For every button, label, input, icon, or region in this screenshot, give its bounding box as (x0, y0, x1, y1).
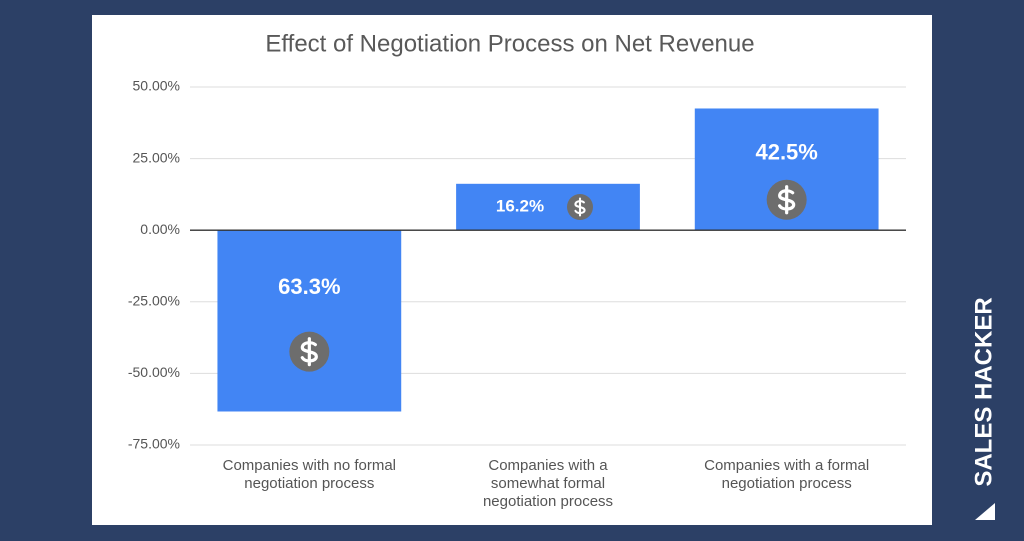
y-tick-label: -75.00% (128, 436, 180, 452)
y-tick-label: -50.00% (128, 364, 180, 380)
data-label: 16.2% (496, 196, 544, 215)
x-tick-label: Companies with no formal negotiation pro… (222, 457, 397, 492)
data-label: 42.5% (755, 139, 817, 164)
y-tick-label: 25.00% (133, 149, 180, 165)
y-tick-label: 50.00% (133, 78, 180, 94)
dollar-icon (300, 337, 318, 367)
dollar-icon (574, 197, 586, 217)
x-tick-label: Companies with a formal negotiation proc… (704, 457, 870, 492)
brand-icon (975, 503, 995, 520)
data-label: 63.3% (278, 274, 340, 299)
chart-title: Effect of Negotiation Process on Net Rev… (265, 30, 754, 57)
bar (217, 230, 402, 412)
brand: SALES HACKER (970, 297, 997, 486)
dollar-icon (778, 185, 796, 215)
x-tick-label: Companies with a somewhat formal negotia… (482, 457, 614, 510)
y-tick-label: 0.00% (140, 221, 180, 237)
y-tick-label: -25.00% (128, 293, 180, 309)
bar (456, 183, 640, 231)
